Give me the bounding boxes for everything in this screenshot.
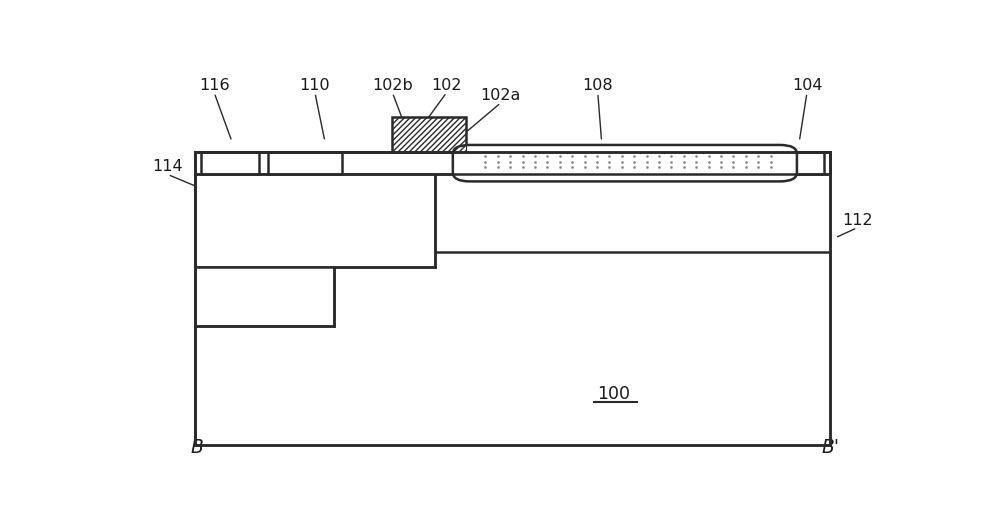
Bar <box>195 267 334 326</box>
Text: 114: 114 <box>152 160 183 174</box>
Text: B: B <box>191 438 204 457</box>
Bar <box>392 117 466 152</box>
Bar <box>195 152 435 267</box>
Bar <box>195 152 830 445</box>
Bar <box>195 152 830 174</box>
Text: 100: 100 <box>597 385 630 403</box>
Bar <box>392 117 466 152</box>
Text: 110: 110 <box>300 78 330 93</box>
Text: 102a: 102a <box>481 88 521 103</box>
Text: B': B' <box>821 438 839 457</box>
Bar <box>195 152 830 445</box>
Bar <box>776 152 824 174</box>
Text: 108: 108 <box>582 78 613 93</box>
Text: 116: 116 <box>199 78 229 93</box>
FancyBboxPatch shape <box>453 145 797 181</box>
Text: 104: 104 <box>792 78 822 93</box>
Bar <box>268 152 342 174</box>
Text: 102b: 102b <box>372 78 413 93</box>
Bar <box>195 152 830 174</box>
Bar <box>201 152 259 174</box>
Text: 102: 102 <box>431 78 462 93</box>
Text: 112: 112 <box>842 213 873 228</box>
